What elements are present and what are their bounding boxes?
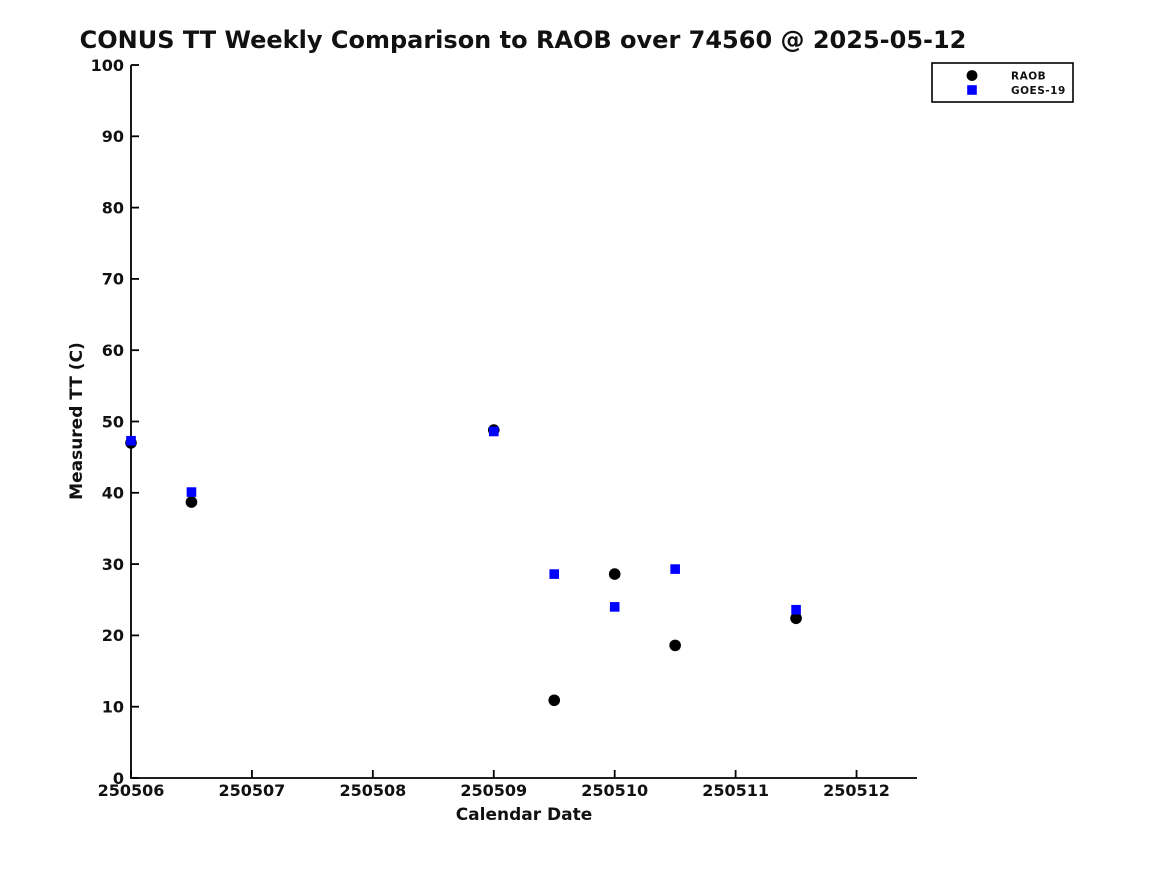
x-tick-label: 250509 [460,781,527,800]
goes-19-point [549,569,560,579]
y-tick-label: 70 [102,270,124,289]
y-tick-label: 40 [102,484,124,503]
y-tick-label: 50 [102,412,124,431]
raob-point [548,694,561,707]
data-points [125,424,802,707]
y-tick-label: 10 [102,697,124,716]
x-axis-label: Calendar Date [456,805,593,825]
y-tick-label: 100 [91,56,124,75]
legend-box [931,62,1074,103]
y-tick-label: 80 [102,198,124,217]
x-tick-label: 250506 [98,781,165,800]
y-tick-label: 0 [113,769,124,788]
goes-19-point [126,435,136,446]
legend-goes-19-label: GOES-19 [1011,85,1066,97]
legend-goes-19-marker-icon [967,85,977,95]
y-tick-label: 90 [102,127,124,146]
x-tick-label: 250507 [219,781,286,800]
chart-title: CONUS TT Weekly Comparison to RAOB over … [80,26,967,54]
goes-19-point [670,564,680,574]
legend-raob-marker-icon [966,70,978,81]
raob-point [608,568,621,580]
goes-19-point [488,426,499,437]
y-tick-label: 20 [102,626,124,645]
goes-19-point [791,604,801,615]
x-tick-label: 250512 [823,781,890,800]
x-tick-label: 250508 [339,781,406,800]
x-tick-label: 250511 [702,781,769,800]
raob-point [185,496,198,508]
axis-spines [130,65,917,779]
legend: RAOB GOES-19 [931,62,1074,103]
y-axis-label: Measured TT (C) [67,342,87,500]
goes-19-point [609,602,620,612]
y-tick-label: 60 [102,341,124,360]
legend-raob-label: RAOB [1011,71,1046,83]
x-tick-label: 250510 [581,781,648,800]
axes: 0 10 20 30 40 50 60 70 80 90 100 250506 250507 250508… [91,56,917,800]
goes-19-point [186,487,197,497]
y-tick-label: 30 [102,555,124,574]
raob-point [790,612,802,625]
raob-point [669,639,681,652]
